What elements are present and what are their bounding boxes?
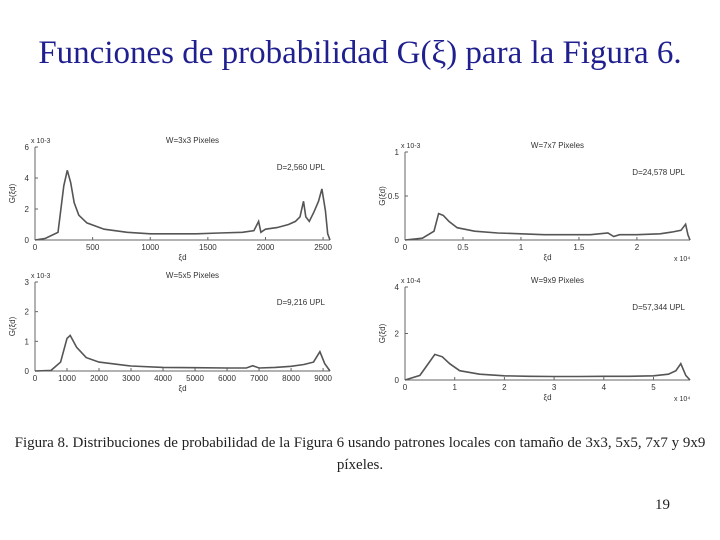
- panel-1-series-1-line: [34, 170, 331, 241]
- panel-2-x-tick-label: 1.5: [573, 243, 585, 252]
- panel-1-x-tick-label: 500: [86, 243, 100, 252]
- panel-1-y-tick-label: 6: [25, 143, 30, 152]
- panel-4-y-axis-label: G(ξd): [378, 323, 387, 343]
- panel-1-x-axis-label: ξd: [178, 253, 186, 262]
- panel-2-y-tick-label: 1: [395, 148, 400, 157]
- panel-2-x-axis-label: ξd: [543, 253, 551, 262]
- panel-4-x-tick-label: 5: [651, 383, 656, 392]
- panel-2-annotation: D=24,578 UPL: [632, 168, 685, 177]
- panel-3-y-tick-label: 1: [25, 337, 30, 346]
- panel-1-y-tick-label: 4: [25, 174, 30, 183]
- panel-3-x-tick-label: 3000: [122, 374, 140, 383]
- panel-4-y-tick-label: 0: [395, 376, 400, 385]
- panel-2-y-tick-label: 0.5: [388, 192, 400, 201]
- panel-4-x-tick-label: 3: [552, 383, 557, 392]
- panel-2-y-exponent: x 10-3: [401, 143, 421, 150]
- panel-3-x-axis-label: ξd: [178, 384, 186, 393]
- panel-2-title: W=7x7 Pixeles: [531, 141, 584, 150]
- panel-3-y-exponent: x 10-3: [31, 273, 51, 280]
- panel-4-x-tick-label: 1: [452, 383, 457, 392]
- panel-4-annotation: D=57,344 UPL: [632, 303, 685, 312]
- panel-1-y-exponent: x 10-3: [31, 138, 51, 145]
- panel-3-y-tick-label: 2: [25, 308, 30, 317]
- panel-3-x-tick-label: 9000: [314, 374, 332, 383]
- panel-2-y-tick-label: 0: [395, 236, 400, 245]
- panel-4-x-tick-label: 0: [403, 383, 408, 392]
- panel-1-x-tick-label: 1000: [141, 243, 159, 252]
- panel-3-x-tick-label: 6000: [218, 374, 236, 383]
- panel-1-x-tick-label: 0: [33, 243, 38, 252]
- panel-2-series-1-line: [404, 212, 691, 241]
- panel-4-y-tick-label: 2: [395, 330, 400, 339]
- panel-3-x-tick-label: 0: [33, 374, 38, 383]
- panel-1-x-tick-label: 1500: [199, 243, 217, 252]
- panel-3-x-tick-label: 7000: [250, 374, 268, 383]
- panel-1-title: W=3x3 Pixeles: [166, 136, 219, 145]
- panel-3-annotation: D=9,216 UPL: [277, 298, 326, 307]
- slide-title: Funciones de probabilidad G(ξ) para la F…: [38, 35, 682, 71]
- panel-4-series-1-line: [404, 353, 691, 381]
- panel-1-y-tick-label: 2: [25, 205, 30, 214]
- panel-3-y-axis-label: G(ξd): [8, 316, 17, 336]
- panel-1-y-tick-label: 0: [25, 236, 30, 245]
- panel-2-y-axis-label: G(ξd): [378, 186, 387, 206]
- panel-3-x-tick-label: 4000: [154, 374, 172, 383]
- panel-4-x-tick-label: 2: [502, 383, 507, 392]
- panel-1-x-tick-label: 2500: [314, 243, 332, 252]
- panel-3-y-tick-label: 0: [25, 367, 30, 376]
- panel-4-title: W=9x9 Pixeles: [531, 276, 584, 285]
- panel-3-series-1-line: [34, 334, 331, 372]
- panel-2-x-tick-label: 2: [635, 243, 640, 252]
- panel-4-y-exponent: x 10-4: [401, 278, 421, 285]
- panel-3-x-tick-label: 1000: [58, 374, 76, 383]
- panel-3-y-tick-label: 3: [25, 278, 30, 287]
- panel-2-x-exponent: x 10⁴: [674, 256, 690, 263]
- panel-3-title: W=5x5 Pixeles: [166, 271, 219, 280]
- panel-4-y-tick-label: 4: [395, 283, 400, 292]
- panel-3-x-tick-label: 8000: [282, 374, 300, 383]
- panel-4-x-axis-label: ξd: [543, 393, 551, 402]
- panel-2-x-tick-label: 0: [403, 243, 408, 252]
- panel-2-x-tick-label: 0.5: [457, 243, 469, 252]
- panel-1-annotation: D=2,560 UPL: [277, 163, 326, 172]
- panel-1-x-tick-label: 2000: [257, 243, 275, 252]
- panel-3-x-tick-label: 2000: [90, 374, 108, 383]
- panel-4-x-tick-label: 4: [602, 383, 607, 392]
- figure-caption: Figura 8. Distribuciones de probabilidad…: [14, 435, 706, 473]
- panel-4-x-exponent: x 10⁴: [674, 396, 690, 403]
- panel-2-x-tick-label: 1: [519, 243, 524, 252]
- panel-3-x-tick-label: 5000: [186, 374, 204, 383]
- panel-1-y-axis-label: G(ξd): [8, 183, 17, 203]
- page-number: 19: [655, 497, 670, 513]
